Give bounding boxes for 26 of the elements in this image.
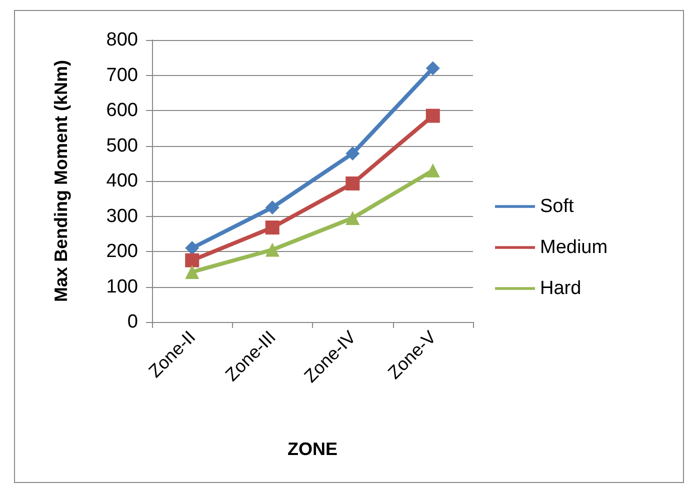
legend-label: Medium bbox=[540, 237, 608, 258]
point bbox=[185, 253, 200, 268]
point bbox=[265, 242, 280, 257]
point bbox=[346, 146, 360, 161]
y-axis-title: Max Bending Moment (kNm) bbox=[51, 60, 71, 302]
y-tick-label: 700 bbox=[106, 64, 138, 86]
point bbox=[426, 163, 440, 178]
y-tick-label: 200 bbox=[106, 241, 138, 262]
y-tick-label: 800 bbox=[106, 30, 138, 50]
legend-label: Hard bbox=[540, 278, 582, 299]
point bbox=[185, 240, 200, 255]
point bbox=[185, 264, 200, 279]
y-tick-label: 0 bbox=[127, 312, 138, 332]
y-tick-label: 400 bbox=[106, 170, 138, 192]
point bbox=[265, 200, 280, 214]
y-tick-label: 500 bbox=[106, 135, 138, 156]
x-axis-title: ZONE bbox=[287, 439, 338, 459]
y-tick-label: 100 bbox=[106, 276, 138, 298]
y-tick-label: 600 bbox=[106, 100, 138, 121]
point bbox=[265, 220, 280, 235]
legend-label: Soft bbox=[540, 196, 575, 217]
point bbox=[346, 211, 360, 226]
y-tick-label: 300 bbox=[106, 206, 138, 227]
point bbox=[426, 108, 440, 123]
point bbox=[346, 176, 360, 190]
point bbox=[426, 61, 440, 76]
